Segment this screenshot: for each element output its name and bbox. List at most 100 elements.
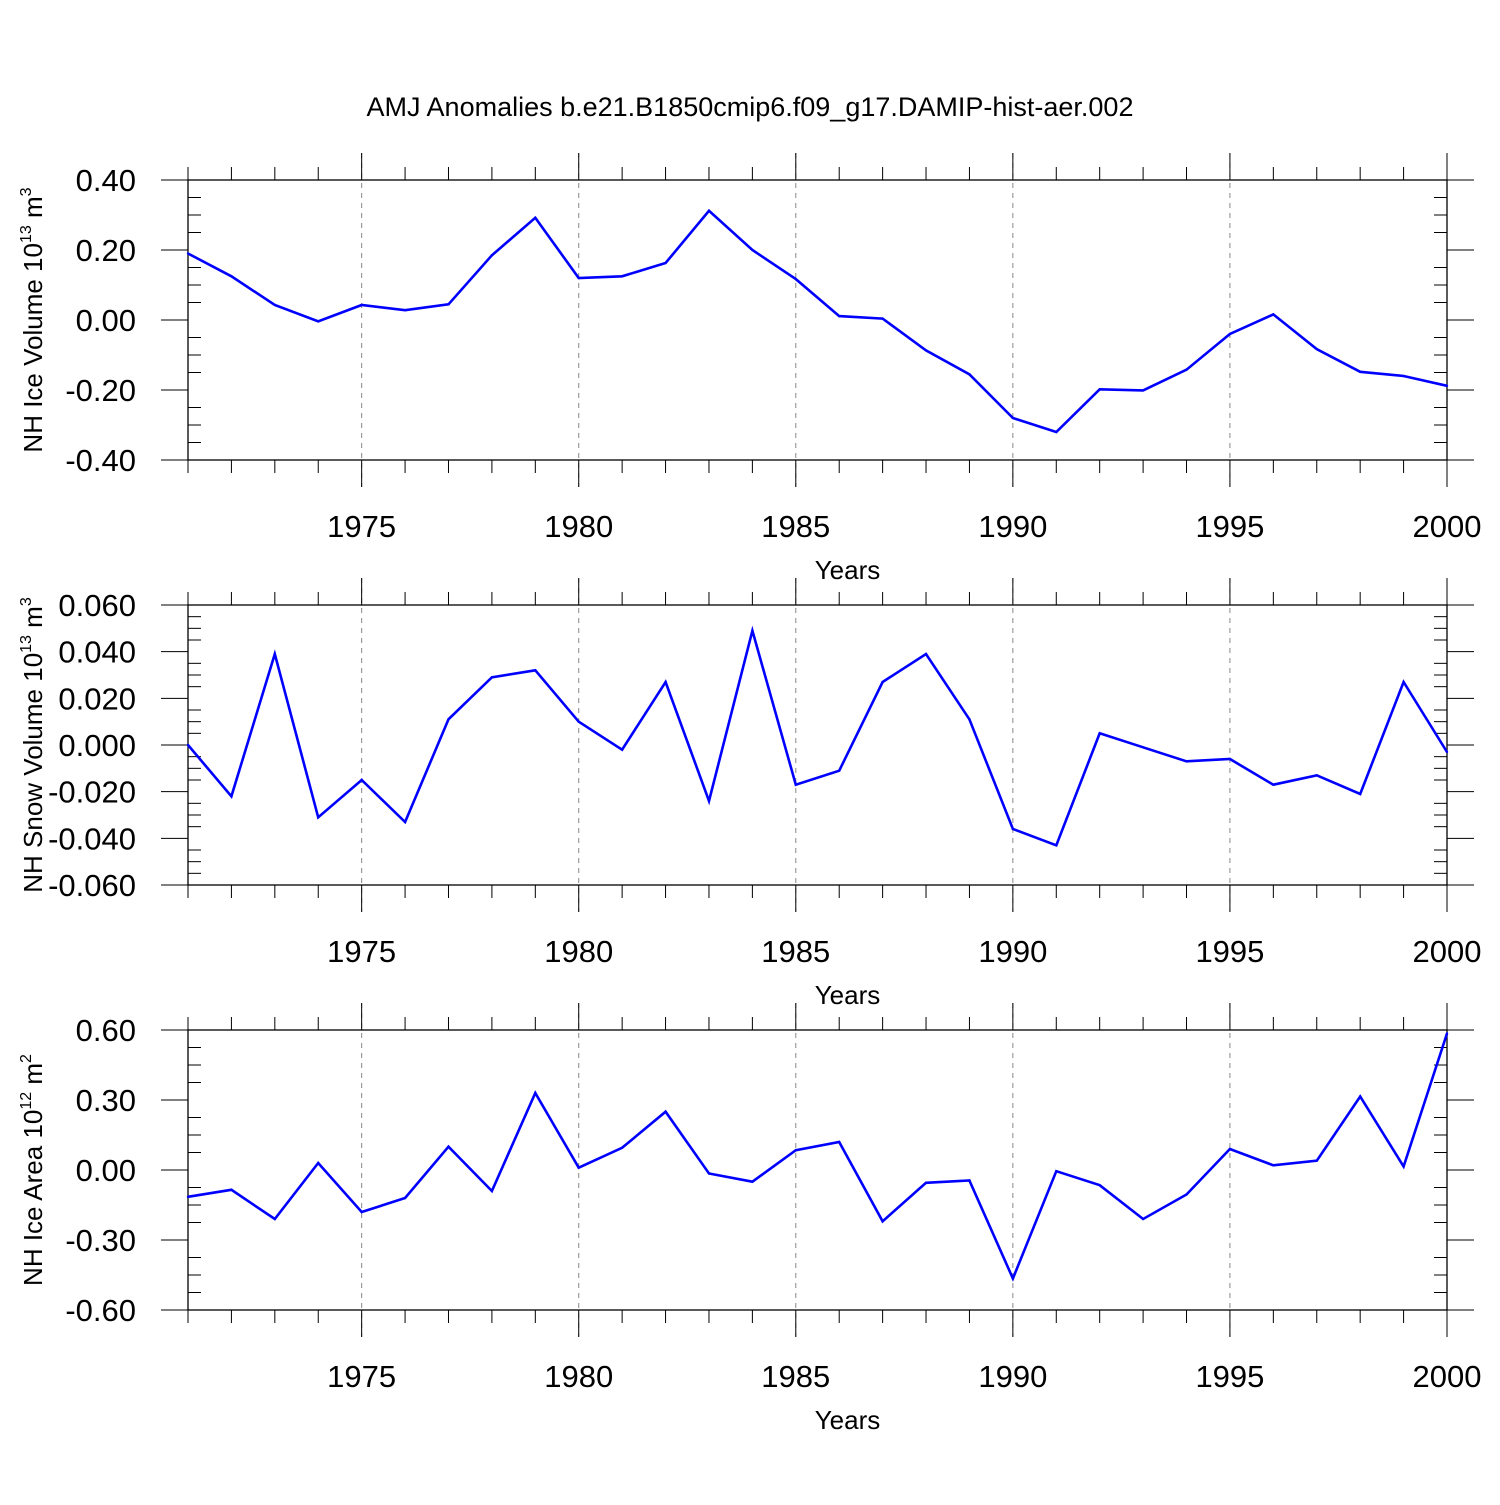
data-point (1402, 374, 1405, 378)
data-point (447, 1145, 450, 1148)
data-point (577, 276, 580, 280)
y-tick-label: -0.040 (48, 821, 136, 856)
y-tick-label: 0.020 (58, 681, 136, 716)
data-point (838, 1140, 841, 1144)
data-point (273, 1217, 277, 1221)
y-tick-label: 0.60 (76, 1013, 136, 1048)
data-point (317, 320, 320, 323)
data-point (360, 303, 363, 307)
data-point (230, 1188, 233, 1192)
data-point (1055, 430, 1058, 434)
data-point (1402, 680, 1405, 684)
data-point (1141, 389, 1145, 392)
data-point (924, 652, 928, 656)
chart-panel-1: 1975 1980 1985 1990 1995 2000 -0.40 -0.20 0.00 0.… (18, 153, 1481, 585)
data-point (403, 820, 407, 824)
data-point (620, 275, 624, 278)
data-point (924, 1181, 928, 1185)
data-point (1141, 746, 1145, 749)
x-tick-label: 1990 (978, 934, 1047, 969)
data-point (794, 277, 797, 281)
x-tick-label: 1975 (327, 1359, 396, 1394)
data-point (1141, 1217, 1145, 1221)
y-tick-label: 0.040 (58, 635, 136, 670)
data-point (490, 1189, 494, 1193)
data-point (1228, 1147, 1232, 1151)
data-point (360, 1210, 363, 1214)
data-point (794, 783, 797, 786)
data-point (490, 254, 494, 257)
x-tick-label: 2000 (1413, 509, 1482, 544)
y-tick-label: 0.060 (58, 588, 136, 623)
y-tick-label: -0.30 (65, 1223, 136, 1258)
x-tick-label: 2000 (1413, 1359, 1482, 1394)
y-tick-label: -0.40 (65, 443, 136, 478)
data-point (794, 1148, 797, 1152)
series-line (187, 625, 1449, 847)
data-point (273, 652, 277, 656)
data-point (924, 349, 928, 352)
y-tick-label: 0.00 (76, 303, 136, 338)
data-point (1185, 760, 1188, 763)
y-tick-label: -0.20 (65, 373, 136, 408)
data-point (838, 314, 841, 318)
data-point (1272, 783, 1275, 786)
x-tick-label: 2000 (1413, 934, 1482, 969)
data-point (534, 1091, 537, 1095)
x-tick-label: 1980 (544, 1359, 613, 1394)
data-point (1011, 827, 1015, 831)
data-point (1055, 844, 1058, 847)
x-axis-label: Years (815, 1405, 881, 1435)
data-point (881, 1220, 884, 1223)
data-point (230, 275, 233, 278)
data-point (1011, 1277, 1015, 1280)
data-point (447, 303, 450, 306)
data-point (186, 252, 190, 255)
data-point (968, 373, 971, 376)
data-point (1228, 757, 1232, 761)
data-point (1272, 313, 1275, 316)
data-point (1358, 370, 1362, 373)
data-point (447, 718, 450, 721)
x-tick-label: 1980 (544, 934, 613, 969)
data-point (317, 1161, 320, 1165)
x-tick-label: 1975 (327, 509, 396, 544)
data-point (620, 748, 624, 751)
data-point (534, 216, 537, 219)
x-tick-label: 1980 (544, 509, 613, 544)
data-point (186, 743, 190, 747)
data-point (751, 1180, 754, 1183)
x-tick-label: 1990 (978, 1359, 1047, 1394)
data-point (968, 718, 971, 721)
y-axis-label: NH Ice Volume 1013 m3 (18, 187, 48, 452)
y-tick-label: -0.060 (48, 868, 136, 903)
data-point (881, 680, 884, 684)
y-tick-label: -0.60 (65, 1293, 136, 1328)
axis-frame (187, 604, 1448, 886)
data-point (403, 1196, 407, 1200)
data-point (751, 629, 754, 632)
data-point (1228, 332, 1232, 336)
data-point (968, 1179, 971, 1182)
data-point (230, 795, 233, 798)
data-point (707, 799, 711, 803)
data-point (1185, 368, 1188, 371)
x-tick-label: 1990 (978, 509, 1047, 544)
y-axis-label: NH Snow Volume 1013 m3 (18, 597, 48, 893)
data-point (317, 816, 320, 819)
data-point (751, 248, 754, 252)
data-point (664, 261, 667, 265)
y-tick-label: -0.020 (48, 775, 136, 810)
data-point (577, 720, 580, 723)
data-point (1055, 1169, 1058, 1173)
axis-frame (187, 1029, 1448, 1311)
data-point (1358, 1095, 1362, 1098)
series-line (187, 1033, 1449, 1282)
data-point (1315, 774, 1318, 777)
chart-panel-2: 1975 1980 1985 1990 1995 2000 -0.060 -0.040 -0.0… (18, 578, 1481, 1010)
data-point (1358, 792, 1362, 796)
y-tick-label: 0.20 (76, 233, 136, 268)
data-point (838, 769, 841, 772)
data-point (360, 778, 363, 782)
